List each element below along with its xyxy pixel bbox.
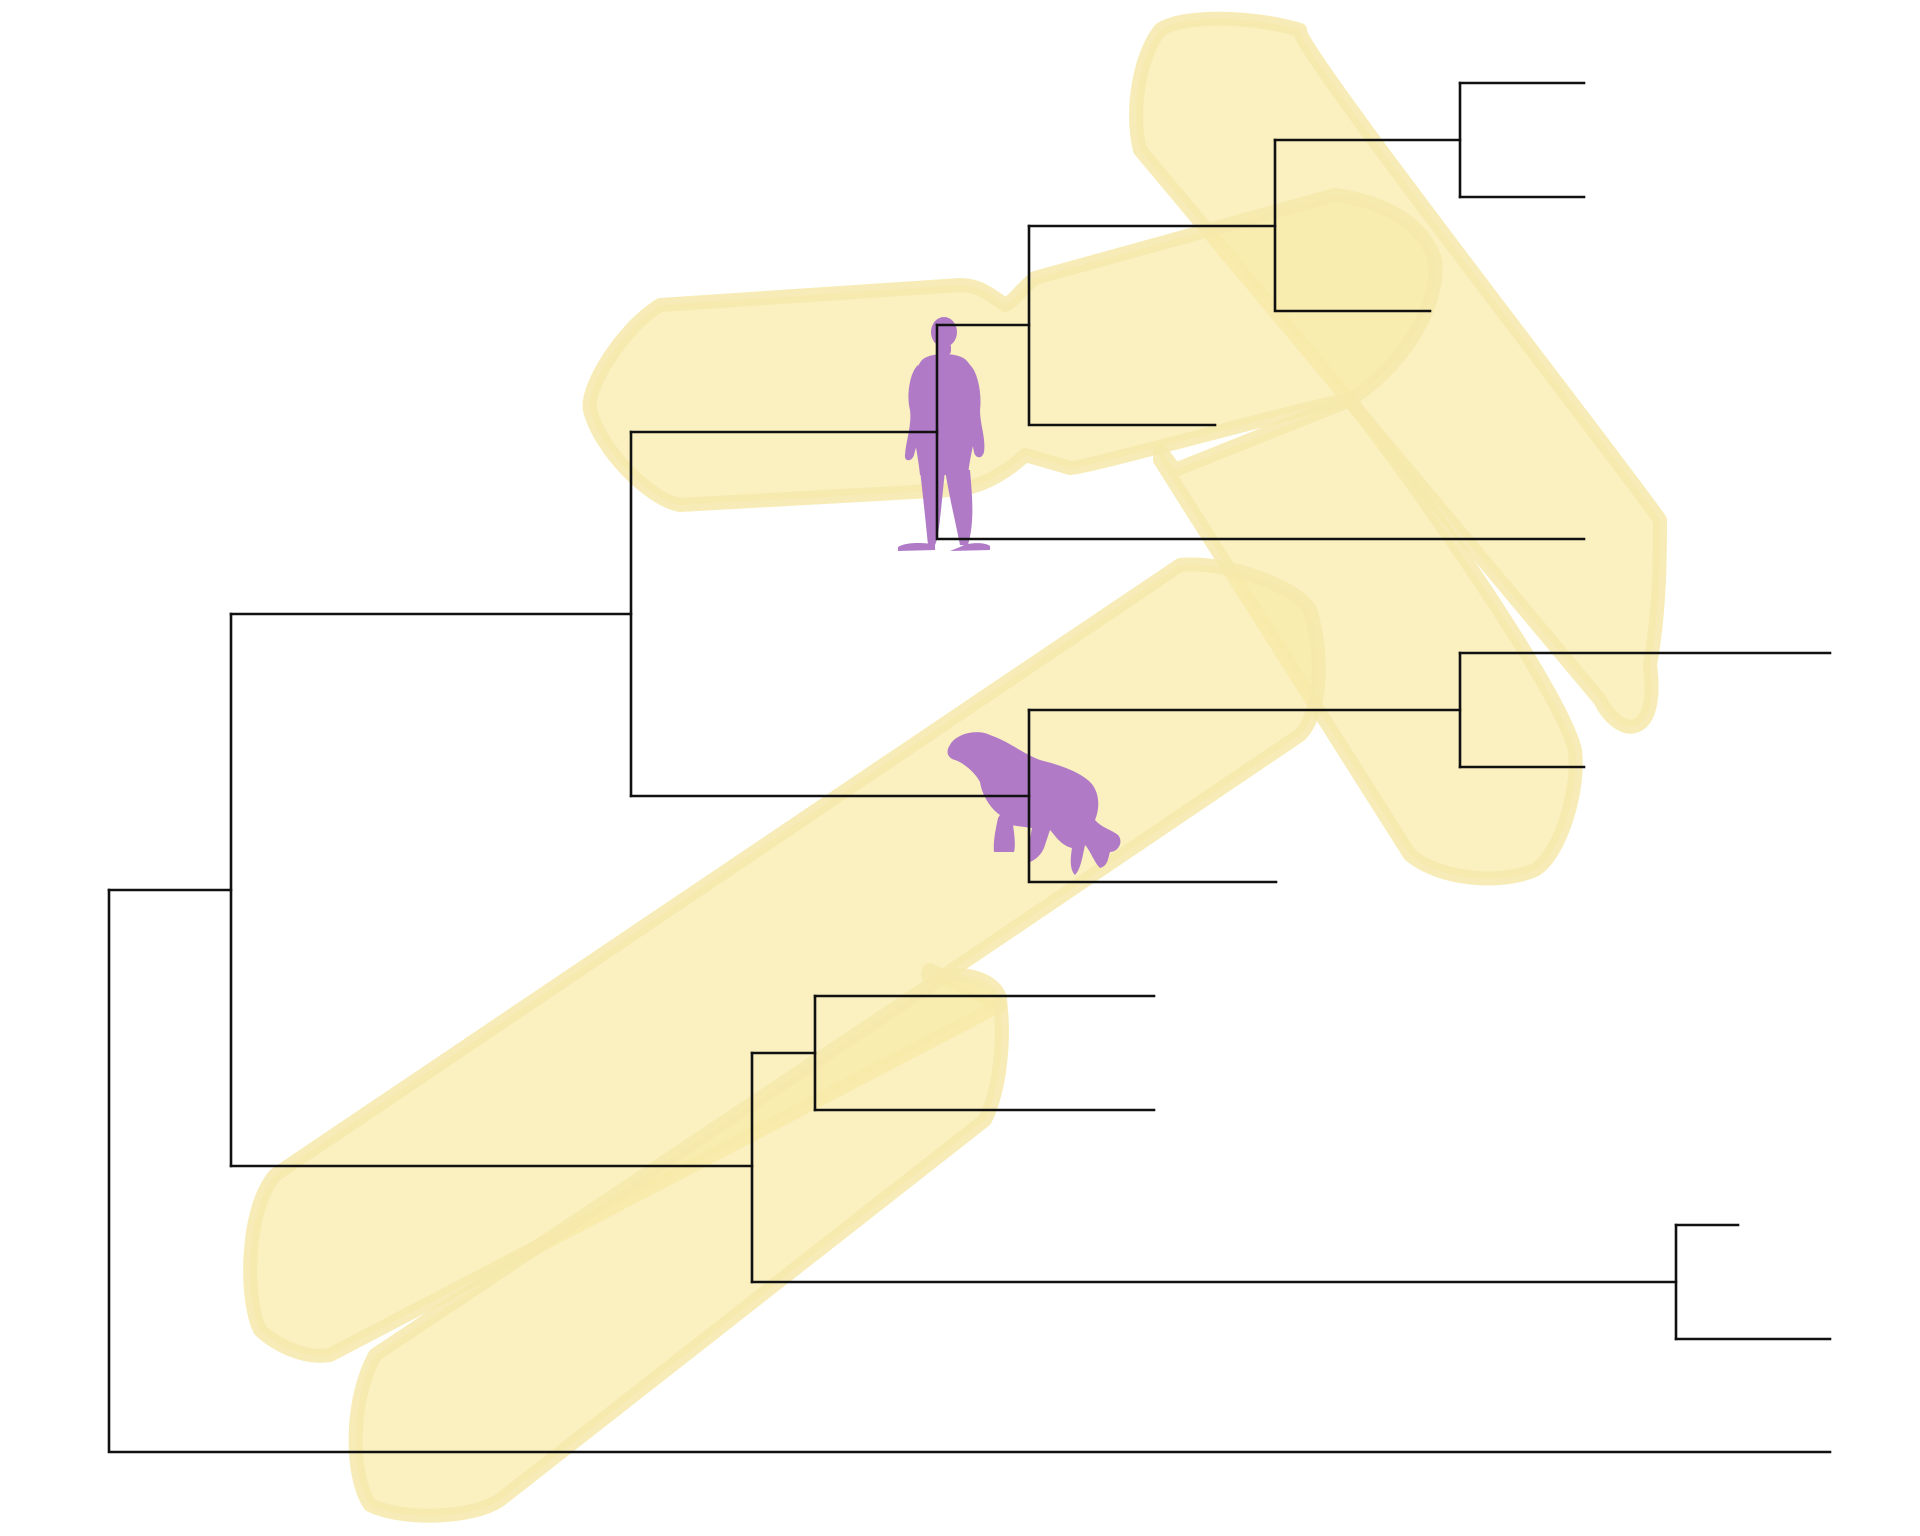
node-g-lower-leaf <box>1027 708 1278 884</box>
dog-silhouette-icon <box>947 732 1121 875</box>
highlight-region-human-band <box>582 188 1443 512</box>
node-c-leaf-long <box>935 323 1586 541</box>
tree-branches <box>107 81 1832 1454</box>
root-branch-outgroup <box>107 888 1832 1454</box>
node-e-lower-leaf <box>1273 138 1432 313</box>
highlight-region-middle-right <box>1153 393 1583 886</box>
highlight-region-upper-long <box>1129 11 1667 734</box>
highlight-regions <box>243 11 1667 1523</box>
node-d-lower-leaf <box>1027 224 1217 427</box>
